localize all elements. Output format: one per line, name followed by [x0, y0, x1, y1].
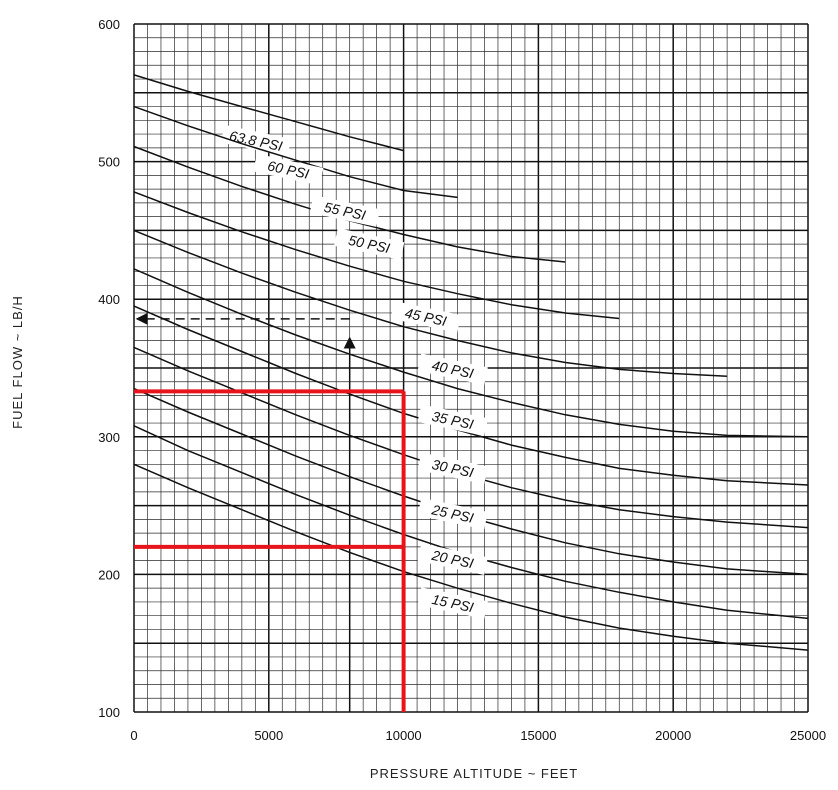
curve-label-background [253, 153, 324, 186]
x-tick-label: 5000 [254, 728, 283, 743]
curve-label-background [309, 195, 381, 227]
curve-label-background [417, 543, 488, 575]
y-tick-label: 200 [98, 567, 120, 582]
curve-15-psi [133, 463, 809, 651]
x-tick-label: 0 [130, 728, 137, 743]
curve-label-background [417, 587, 488, 619]
curve-50-psi [133, 191, 620, 320]
curve-40-psi [133, 268, 809, 438]
curve-label-background [220, 124, 292, 157]
curve-60-psi [133, 105, 458, 199]
x-tick-label: 20000 [655, 728, 691, 743]
axis-ticks: 0 5000 10000 15000 20000 25000 100 200 300 400 500… [98, 17, 826, 743]
curve-label-background [334, 228, 405, 260]
y-tick-label: 500 [98, 155, 120, 170]
x-tick-label: 10000 [386, 728, 422, 743]
curve-45-psi [133, 229, 728, 378]
x-axis-title: PRESSURE ALTITUDE ~ FEET [370, 766, 578, 781]
x-tick-label: 15000 [520, 728, 556, 743]
chart-annotations [134, 312, 406, 712]
y-tick-label: 400 [98, 292, 120, 307]
curve-label-background [417, 452, 488, 485]
y-tick-label: 300 [98, 430, 120, 445]
curve-label-background [390, 301, 461, 333]
curve-label-background [417, 353, 488, 386]
curve-label: 63.8 PSI [228, 127, 284, 154]
y-axis-title: FUEL FLOW ~ LB/H [10, 295, 25, 429]
x-tick-label: 25000 [790, 728, 826, 743]
y-tick-label: 100 [98, 705, 120, 720]
curve-label-background [417, 497, 488, 530]
curve-label-background [417, 404, 488, 436]
y-tick-label: 600 [98, 17, 120, 32]
curve-63-8-psi [133, 74, 404, 152]
